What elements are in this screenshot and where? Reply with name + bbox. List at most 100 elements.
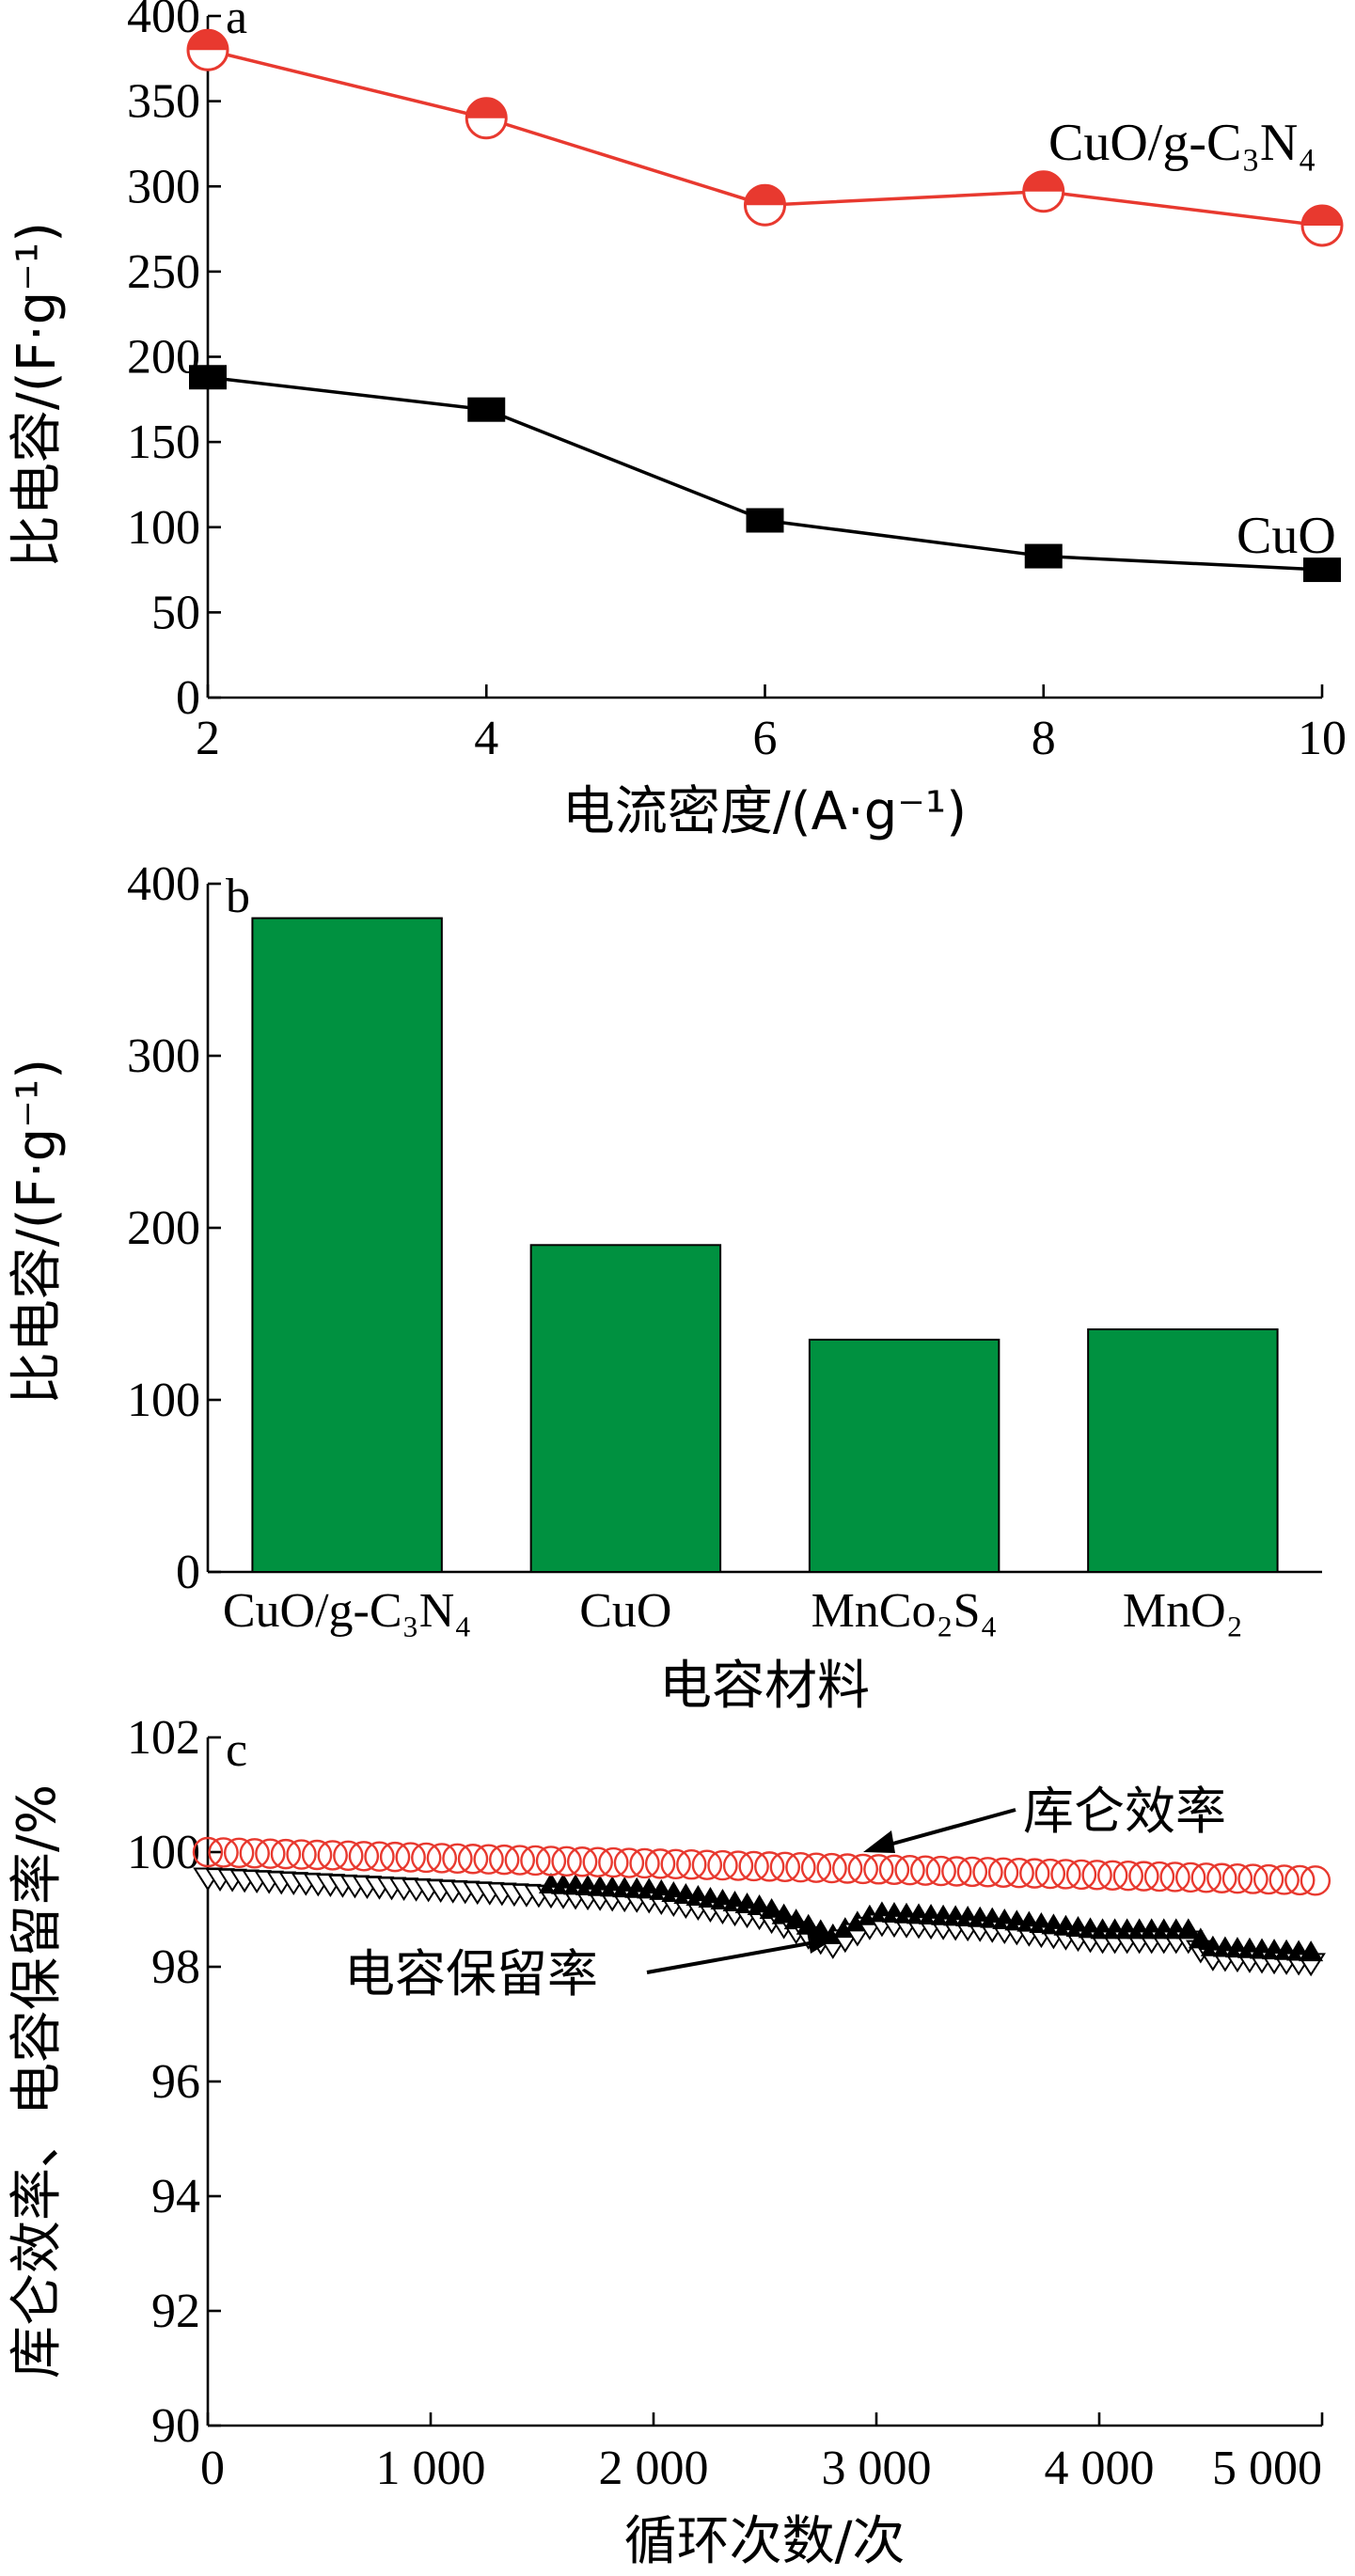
panel-a-series-label-cuo: CuO bbox=[1237, 507, 1336, 565]
panel-c-ticks: 90 92 94 96 98 100 102 0 1 000 2 000 3 000 4 000 5 0… bbox=[127, 1711, 1324, 2495]
panel-c-y-tick-label: 98 bbox=[151, 1940, 200, 1994]
panel-c-point-coulombic bbox=[317, 1840, 348, 1871]
panel-c-x-tick-label: 4 000 bbox=[1045, 2442, 1155, 2495]
panel-c-point-coulombic bbox=[286, 1839, 317, 1870]
panel-a-x-tick-label: 8 bbox=[1032, 712, 1056, 765]
panel-a-x-tick-label: 4 bbox=[474, 712, 498, 765]
annotation-coulombic-efficiency: 库仑效率 bbox=[1023, 1782, 1226, 1841]
panel-b-category-label: CuO bbox=[579, 1584, 671, 1638]
panel-a-y-title: 比电容/(F·g⁻¹) bbox=[7, 222, 68, 568]
panel-c-point-coulombic bbox=[239, 1838, 270, 1869]
panel-c-point-coulombic bbox=[582, 1846, 613, 1877]
panel-b-y-tick-label: 200 bbox=[127, 1202, 200, 1255]
panel-c-point-coulombic bbox=[909, 1855, 941, 1886]
panel-b-y-tick-label: 400 bbox=[127, 857, 200, 911]
panel-c-point-coulombic bbox=[364, 1841, 395, 1872]
panel-c-point-coulombic bbox=[644, 1848, 676, 1879]
panel-c-point-coulombic bbox=[894, 1855, 925, 1886]
panel-c-point-coulombic bbox=[1112, 1860, 1144, 1892]
panel-c-y-tick-label: 92 bbox=[151, 2285, 200, 2338]
panel-c-point-coulombic bbox=[629, 1847, 660, 1879]
arrow-head-icon bbox=[863, 1830, 895, 1853]
panel-c-point-coulombic bbox=[1050, 1859, 1081, 1890]
panel-a-point-cuo bbox=[189, 365, 227, 390]
panel-c: 90 92 94 96 98 100 102 0 1 000 2 000 3 000 4 000 5 0… bbox=[7, 1711, 1331, 2572]
panel-c-x-title: 循环次数/次 bbox=[624, 2511, 906, 2572]
panel-c-y-tick-label: 100 bbox=[127, 1826, 200, 1879]
panel-c-point-coulombic bbox=[223, 1837, 255, 1869]
panel-a-y-tick-label: 250 bbox=[127, 245, 200, 299]
panel-c-point-coulombic bbox=[208, 1837, 239, 1868]
panel-a-y-tick-label: 400 bbox=[127, 0, 200, 43]
panel-c-point-coulombic bbox=[660, 1848, 691, 1880]
panel-c-point-coulombic bbox=[972, 1857, 1003, 1888]
panel-a-y-tick-label: 50 bbox=[151, 586, 200, 639]
panel-c-x-tick-label: 5 000 bbox=[1212, 2442, 1322, 2495]
panel-c-point-coulombic bbox=[504, 1845, 535, 1876]
panel-a-point-fill bbox=[466, 98, 507, 118]
panel-c-point-retention-filled bbox=[771, 1903, 796, 1924]
panel-a-y-tick-label: 0 bbox=[176, 671, 200, 725]
panel-c-point-coulombic bbox=[1174, 1861, 1206, 1893]
panel-c-point-retention-filled bbox=[1175, 1918, 1201, 1940]
panel-c-point-coulombic bbox=[473, 1844, 504, 1875]
panel-c-point-coulombic bbox=[769, 1851, 801, 1882]
panel-c-point-coulombic bbox=[442, 1843, 473, 1875]
panel-c-point-coulombic bbox=[255, 1838, 286, 1869]
panel-c-series bbox=[192, 1836, 1331, 1977]
panel-b-bar bbox=[529, 1244, 722, 1574]
panel-b-category-label: MnCo₂S₄ bbox=[811, 1584, 998, 1638]
arrow-head-icon bbox=[807, 1931, 835, 1954]
panel-b-bars: CuO/g-C₃N₄ CuO MnCo₂S₄ MnO₂ bbox=[223, 917, 1279, 1638]
panel-c-y-title: 库仑效率、电容保留率/% bbox=[7, 1784, 68, 2379]
panel-c-point-coulombic bbox=[847, 1853, 878, 1885]
panel-c-point-retention-filled bbox=[759, 1898, 784, 1919]
panel-c-point-coulombic bbox=[520, 1845, 551, 1877]
panel-c-y-tick-label: 94 bbox=[151, 2170, 200, 2223]
panel-c-point-coulombic bbox=[785, 1852, 816, 1883]
panel-b-y-title: 比电容/(F·g⁻¹) bbox=[7, 1059, 68, 1405]
panel-a-point-fill bbox=[188, 30, 228, 51]
panel-c-point-coulombic bbox=[379, 1841, 411, 1873]
panel-c-point-coulombic bbox=[348, 1841, 380, 1872]
panel-c-point-coulombic bbox=[1159, 1861, 1190, 1893]
panel-a-point-cuo bbox=[1303, 558, 1341, 583]
panel-c-point-coulombic bbox=[878, 1854, 910, 1885]
panel-c-point-coulombic bbox=[1065, 1859, 1097, 1891]
panel-a-x-tick-label: 10 bbox=[1298, 712, 1347, 765]
panel-c-point-coulombic bbox=[987, 1857, 1019, 1888]
panel-c-point-coulombic bbox=[1284, 1864, 1316, 1896]
panel-c-point-coulombic bbox=[676, 1849, 707, 1880]
panel-c-point-coulombic bbox=[426, 1843, 458, 1874]
panel-c-point-coulombic bbox=[457, 1844, 489, 1875]
panel-a-y-tick-label: 150 bbox=[127, 416, 200, 469]
panel-c-point-coulombic bbox=[395, 1842, 426, 1873]
arrow-line bbox=[646, 1940, 821, 1974]
panel-c-point-coulombic bbox=[1097, 1860, 1128, 1891]
panel-c-point-coulombic bbox=[1081, 1860, 1112, 1891]
panel-c-point-retention-filled bbox=[796, 1913, 821, 1935]
panel-c-point-coulombic bbox=[722, 1850, 754, 1881]
panel-b-bar bbox=[251, 917, 443, 1573]
panel-c-point-retention-filled bbox=[1188, 1927, 1213, 1949]
panel-a-series-label-cuo-gc3n4: CuO/g-C₃N₄ bbox=[1048, 114, 1316, 172]
panel-b-y-tick-label: 0 bbox=[176, 1546, 200, 1599]
panel-a-y-tick-label: 200 bbox=[127, 331, 200, 385]
panel-c-point-coulombic bbox=[863, 1854, 894, 1885]
panel-c-point-coulombic bbox=[551, 1846, 582, 1877]
panel-c-point-coulombic bbox=[816, 1852, 847, 1884]
panel-c-point-coulombic bbox=[1253, 1863, 1284, 1895]
panel-c-point-coulombic bbox=[1143, 1861, 1175, 1893]
panel-c-point-coulombic bbox=[738, 1850, 769, 1882]
panel-c-point-coulombic bbox=[800, 1852, 832, 1883]
panel-b-bar bbox=[808, 1338, 1000, 1573]
panel-a-y-tick-label: 350 bbox=[127, 75, 200, 129]
panel-c-point-retention-filled bbox=[783, 1908, 809, 1930]
annotation-capacitance-retention: 电容保留率 bbox=[344, 1944, 598, 2003]
panel-b-category-label: CuO/g-C₃N₄ bbox=[223, 1584, 472, 1638]
panel-c-x-tick-label: 2 000 bbox=[599, 2442, 709, 2495]
panel-a-point-fill bbox=[745, 185, 785, 206]
panel-c-y-tick-label: 96 bbox=[151, 2055, 200, 2109]
arrow-line bbox=[878, 1808, 1016, 1849]
